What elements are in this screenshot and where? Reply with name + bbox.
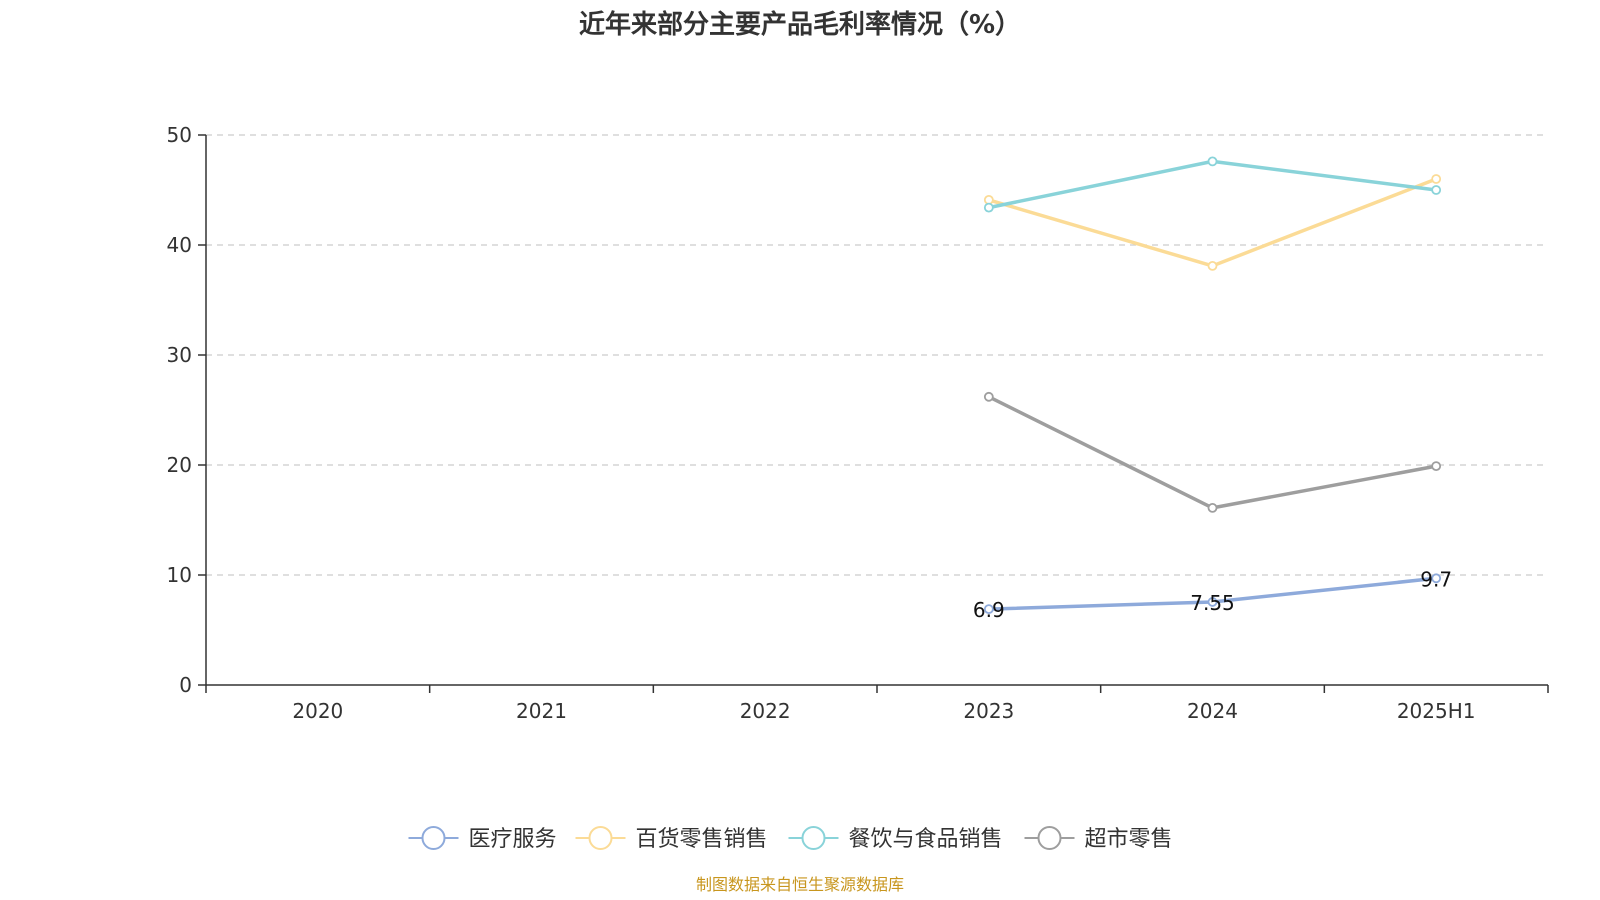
data-label: 9.7	[1420, 567, 1452, 591]
data-labels: 6.9 7.55 9.7	[973, 567, 1452, 622]
legend-circle-icon	[1037, 826, 1062, 850]
legend-circle-icon	[588, 826, 613, 850]
x-tick-label: 2020	[292, 699, 343, 723]
series-line-4	[988, 395, 1437, 510]
x-tick-label: 2022	[740, 699, 791, 723]
legend-circle-icon	[421, 826, 446, 850]
legend-label: 百货零售销售	[636, 827, 768, 852]
source-note: 制图数据来自恒生聚源数据库	[696, 875, 904, 894]
chart-title: 近年来部分主要产品毛利率情况（%）	[579, 9, 1021, 40]
data-point	[1431, 185, 1442, 195]
legend-item: 餐饮与食品销售	[788, 826, 1003, 852]
legend-label: 超市零售	[1085, 827, 1173, 852]
legend-label: 医疗服务	[469, 827, 557, 852]
data-point	[983, 391, 994, 402]
y-tick-label: 0	[179, 673, 192, 697]
grid	[206, 134, 1548, 576]
series-line-3	[988, 159, 1437, 210]
data-point	[983, 194, 994, 205]
data-label: 6.9	[973, 598, 1005, 622]
data-point	[1207, 597, 1218, 607]
data-point	[983, 604, 994, 614]
legend-item: 百货零售销售	[575, 826, 768, 852]
x-tick-label: 2024	[1187, 699, 1238, 723]
x-tick-label: 2021	[516, 699, 567, 723]
legend-label: 餐饮与食品销售	[849, 827, 1003, 852]
x-tick-label: 2023	[963, 699, 1014, 723]
y-tick-label: 10	[167, 563, 192, 587]
legend-item: 超市零售	[1024, 826, 1173, 852]
data-point	[1207, 260, 1218, 271]
x-tick-label: 2025H1	[1397, 699, 1476, 723]
data-point	[983, 202, 994, 213]
series-lines	[983, 156, 1442, 614]
y-tick-label: 30	[167, 343, 192, 367]
data-point	[1207, 502, 1218, 513]
y-tick-label: 40	[167, 233, 192, 257]
data-point	[1431, 573, 1442, 584]
legend: 医疗服务 百货零售销售 餐饮与食品销售 超市零售	[408, 826, 1173, 852]
data-label: 7.55	[1190, 591, 1235, 615]
data-point	[1431, 174, 1442, 184]
y-tick-label: 50	[167, 123, 192, 147]
axes: 0 10 20 30 40 50 2020 2021 2022 2023 2024 2025H1	[167, 123, 1549, 723]
legend-item: 医疗服务	[408, 826, 557, 852]
legend-circle-icon	[801, 826, 826, 850]
data-point	[1431, 461, 1442, 472]
data-point	[1207, 156, 1218, 167]
y-tick-label: 20	[167, 453, 192, 477]
